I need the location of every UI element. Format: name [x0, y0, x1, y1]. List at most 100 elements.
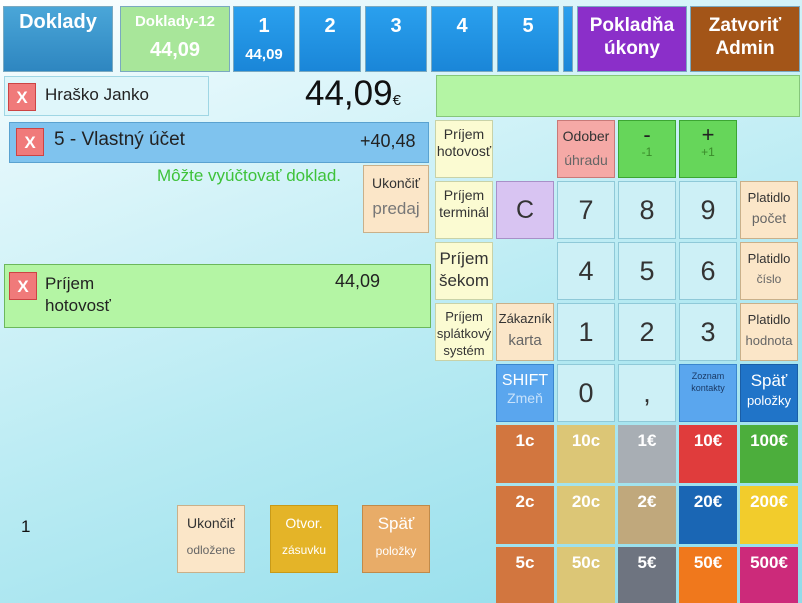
- shift-button[interactable]: SHIFT Zmeň: [496, 364, 554, 422]
- otvor-zasuvku-button[interactable]: Otvor. zásuvku: [270, 505, 338, 573]
- tab-3-number: 3: [390, 15, 402, 37]
- minus-button[interactable]: - -1: [618, 120, 676, 178]
- otvor-line1: Otvor.: [285, 515, 323, 531]
- tab-1-amount: 44,09: [245, 46, 283, 63]
- odober-line1: Odober: [562, 128, 610, 144]
- minus-sub-label: -1: [641, 145, 653, 159]
- note-100eur-button[interactable]: 100€: [740, 425, 798, 483]
- account-row[interactable]: X 5 - Vlastný účet +40,48: [9, 122, 429, 163]
- zakaznik-line2: karta: [508, 332, 542, 349]
- predaj-label: predaj: [372, 199, 420, 218]
- tab-2[interactable]: 2: [299, 6, 361, 72]
- digit-0-button[interactable]: 0: [557, 364, 615, 422]
- kontakty-label: kontakty: [691, 383, 725, 393]
- zoznam-kontakty-button[interactable]: Zoznam kontakty: [679, 364, 737, 422]
- coin-2eur-button[interactable]: 2€: [618, 486, 676, 544]
- coin-20c-button[interactable]: 20c: [557, 486, 615, 544]
- ukoncit-odlozene-line2: odložene: [186, 543, 236, 557]
- digit-6-button[interactable]: 6: [679, 242, 737, 300]
- tab-overflow[interactable]: [563, 6, 573, 72]
- platidlo-pocet-line2: počet: [751, 210, 787, 226]
- tab-5[interactable]: 5: [497, 6, 559, 72]
- pokladna-ukony-button[interactable]: Pokladňa úkony: [577, 6, 687, 72]
- customer-row[interactable]: X Hraško Janko: [4, 76, 209, 116]
- plus-sub-label: +1: [701, 145, 715, 159]
- payment-amount: 44,09: [335, 271, 381, 291]
- digit-8-button[interactable]: 8: [618, 181, 676, 239]
- plus-button[interactable]: + +1: [679, 120, 737, 178]
- platidlo-cislo-line2: číslo: [756, 272, 782, 286]
- prijem-splatkovy-button[interactable]: Príjem splátkový systém: [435, 303, 493, 361]
- tab-3[interactable]: 3: [365, 6, 427, 72]
- platidlo-pocet-button[interactable]: Platidlo počet: [740, 181, 798, 239]
- minus-label: -: [643, 122, 651, 147]
- zatvorit-admin-button[interactable]: Zatvoriť Admin: [690, 6, 800, 72]
- odober-uhradu-button[interactable]: Odober úhradu: [557, 120, 615, 178]
- tab-4[interactable]: 4: [431, 6, 493, 72]
- coin-5c-button[interactable]: 5c: [496, 547, 554, 603]
- zatvorit-label: Zatvoriť: [708, 15, 782, 36]
- tab-1-number: 1: [258, 15, 270, 37]
- ukoncit-predaj-button[interactable]: Ukončiť predaj: [363, 165, 429, 233]
- doklady-12-title: Doklady-12: [134, 13, 216, 30]
- side4-line3: systém: [443, 343, 485, 358]
- spat-bottom-line2: položky: [375, 544, 417, 558]
- digit-1-button[interactable]: 1: [557, 303, 615, 361]
- doklady-12-button[interactable]: Doklady-12 44,09: [120, 6, 230, 72]
- coin-2c-button[interactable]: 2c: [496, 486, 554, 544]
- remove-payment-button[interactable]: X: [9, 272, 37, 300]
- input-display[interactable]: [436, 75, 800, 117]
- spat-polozky-button[interactable]: Späť položky: [740, 364, 798, 422]
- otvor-line2: zásuvku: [281, 543, 327, 557]
- tab-1[interactable]: 1 44,09: [233, 6, 295, 72]
- remove-customer-button[interactable]: X: [8, 83, 36, 111]
- coin-1eur-button[interactable]: 1€: [618, 425, 676, 483]
- platidlo-hodnota-line1: Platidlo: [747, 312, 791, 327]
- comma-button[interactable]: ,: [618, 364, 676, 422]
- platidlo-cislo-button[interactable]: Platidlo číslo: [740, 242, 798, 300]
- account-amount: +40,48: [360, 131, 416, 151]
- note-200eur-button[interactable]: 200€: [740, 486, 798, 544]
- remove-account-button[interactable]: X: [16, 128, 44, 156]
- platidlo-hodnota-button[interactable]: Platidlo hodnota: [740, 303, 798, 361]
- clear-button[interactable]: C: [496, 181, 554, 239]
- note-50eur-button[interactable]: 50€: [679, 547, 737, 603]
- digit-4-button[interactable]: 4: [557, 242, 615, 300]
- side1-line2: hotovosť: [436, 143, 492, 159]
- note-20eur-button[interactable]: 20€: [679, 486, 737, 544]
- zakaznik-line1: Zákazník: [498, 311, 552, 326]
- doklady-button[interactable]: Doklady: [3, 6, 113, 72]
- prijem-hotovost-button[interactable]: Príjem hotovosť: [435, 120, 493, 178]
- note-5eur-button[interactable]: 5€: [618, 547, 676, 603]
- digit-7-button[interactable]: 7: [557, 181, 615, 239]
- prijem-terminal-button[interactable]: Príjem terminál: [435, 181, 493, 239]
- ukoncit-label: Ukončiť: [371, 175, 421, 191]
- side4-line1: Príjem: [445, 309, 483, 324]
- shift-label: SHIFT: [501, 372, 549, 389]
- doklady-12-amount: 44,09: [149, 39, 201, 61]
- zakaznik-karta-button[interactable]: Zákazník karta: [496, 303, 554, 361]
- digit-3-button[interactable]: 3: [679, 303, 737, 361]
- spat-label: Späť: [750, 371, 788, 390]
- ukoncit-odlozene-line1: Ukončiť: [186, 515, 236, 531]
- polozky-label: položky: [746, 393, 792, 408]
- note-10eur-button[interactable]: 10€: [679, 425, 737, 483]
- prijem-sekom-button[interactable]: Príjem šekom: [435, 242, 493, 300]
- digit-2-button[interactable]: 2: [618, 303, 676, 361]
- side2-line1: Príjem: [443, 187, 485, 203]
- tab-5-number: 5: [522, 15, 534, 37]
- digit-5-button[interactable]: 5: [618, 242, 676, 300]
- coin-1c-button[interactable]: 1c: [496, 425, 554, 483]
- tab-2-number: 2: [324, 15, 336, 37]
- digit-9-button[interactable]: 9: [679, 181, 737, 239]
- coin-10c-button[interactable]: 10c: [557, 425, 615, 483]
- note-500eur-button[interactable]: 500€: [740, 547, 798, 603]
- spat-polozky-bottom-button[interactable]: Späť položky: [362, 505, 430, 573]
- side3-line1: Príjem: [439, 249, 489, 268]
- tab-4-number: 4: [456, 15, 468, 37]
- coin-50c-button[interactable]: 50c: [557, 547, 615, 603]
- total-amount: 44,09€: [305, 74, 401, 114]
- payment-row[interactable]: X Príjem hotovosť 44,09: [4, 264, 431, 328]
- customer-name: Hraško Janko: [45, 85, 149, 104]
- ukoncit-odlozene-button[interactable]: Ukončiť odložene: [177, 505, 245, 573]
